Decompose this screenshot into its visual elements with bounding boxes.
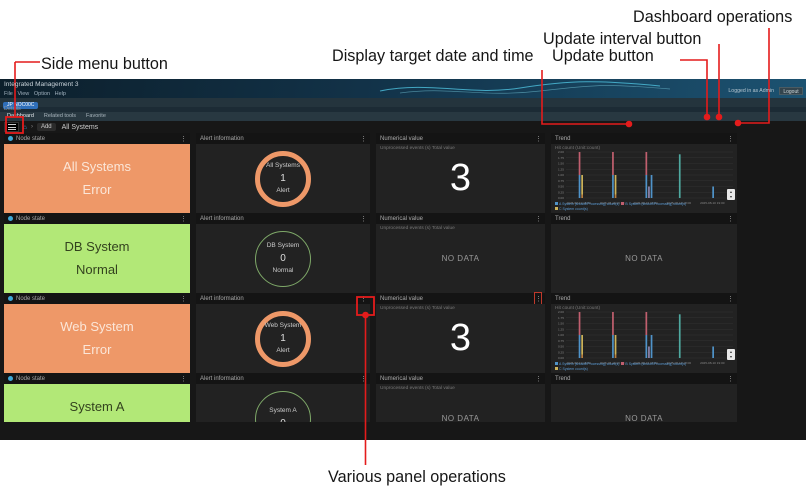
svg-text:0.25: 0.25 — [558, 190, 564, 194]
svg-text:1.50: 1.50 — [558, 162, 564, 166]
svg-text:0.00: 0.00 — [558, 196, 564, 200]
svg-text:1.75: 1.75 — [558, 316, 564, 320]
svg-text:Display target date and time: Display target date and time — [332, 47, 534, 65]
svg-text:1.75: 1.75 — [558, 156, 564, 160]
svg-text:Update interval button: Update interval button — [543, 30, 701, 48]
svg-text:1.00: 1.00 — [558, 333, 564, 337]
svg-text:Various panel operations: Various panel operations — [328, 468, 506, 486]
svg-text:1.25: 1.25 — [558, 167, 564, 171]
svg-text:0.75: 0.75 — [558, 179, 564, 183]
svg-text:0.00: 0.00 — [558, 356, 564, 360]
svg-text:1.50: 1.50 — [558, 322, 564, 326]
svg-text:1.25: 1.25 — [558, 327, 564, 331]
svg-text:0.50: 0.50 — [558, 185, 564, 189]
svg-text:0.25: 0.25 — [558, 350, 564, 354]
svg-text:0.50: 0.50 — [558, 345, 564, 349]
svg-text:Update button: Update button — [552, 47, 654, 65]
svg-text:0.75: 0.75 — [558, 339, 564, 343]
svg-text:Side menu button: Side menu button — [41, 55, 168, 73]
svg-text:1.00: 1.00 — [558, 173, 564, 177]
svg-text:Dashboard operations: Dashboard operations — [633, 8, 792, 26]
